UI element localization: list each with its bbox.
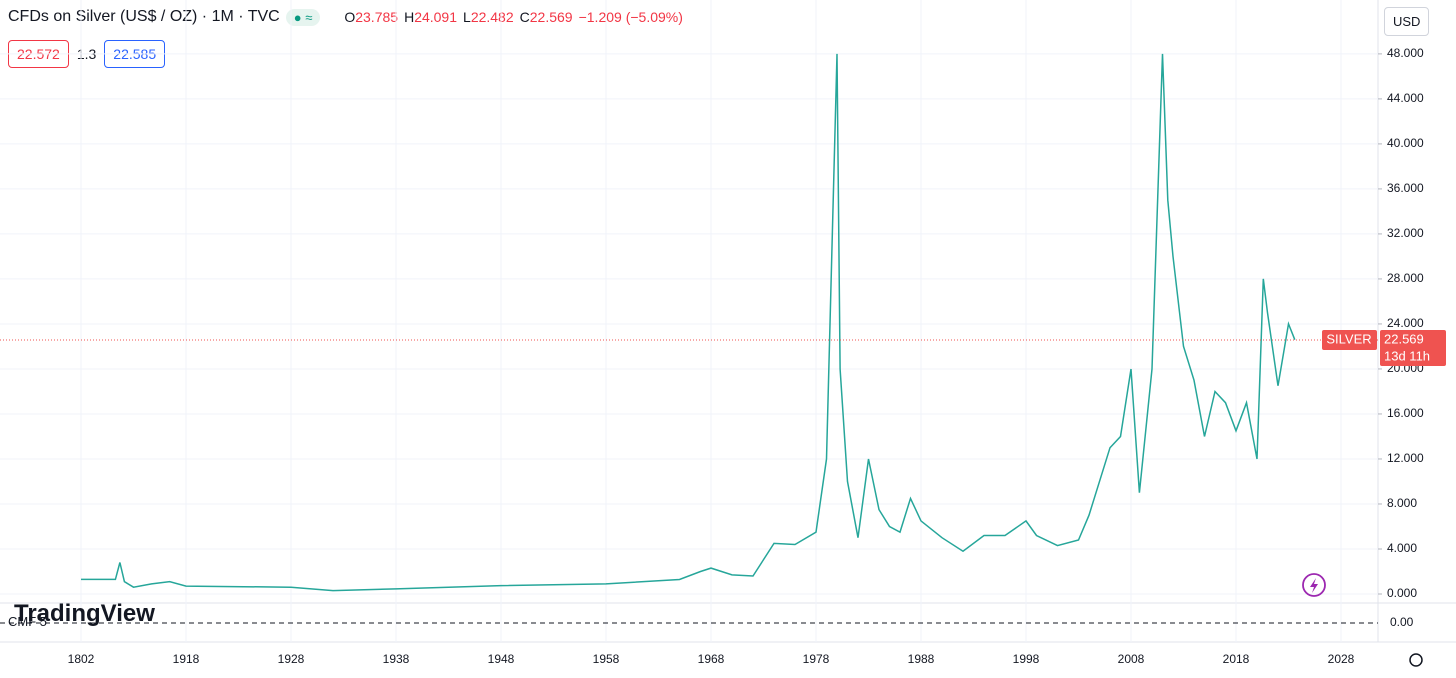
y-tick-label: 28.000	[1387, 271, 1424, 285]
value: 24.091	[414, 9, 458, 25]
y-tick-label: 4.000	[1387, 541, 1417, 555]
symbol-title[interactable]: CFDs on Silver (US$ / OZ) · 1M · TVC	[8, 8, 280, 25]
x-tick-label: 1978	[803, 652, 830, 666]
ohlc: O23.785 H24.091 L22.482 C22.569 −1.209 (…	[344, 9, 683, 25]
label: C	[519, 9, 530, 25]
change: −1.209 (−5.09%)	[578, 9, 683, 25]
x-tick-label: 1948	[488, 652, 515, 666]
x-tick-label: 1928	[278, 652, 305, 666]
currency-button[interactable]: USD	[1384, 7, 1430, 36]
price-tag-value: 22.569	[1384, 331, 1424, 346]
status[interactable]: ● ≈	[285, 8, 321, 26]
bolt	[1310, 578, 1318, 593]
y-tick-label: 24.000	[1387, 316, 1424, 330]
y-tick-label: 12.000	[1387, 451, 1424, 465]
x-tick-label: 2008	[1118, 652, 1145, 666]
y-tick-label: 32.000	[1387, 226, 1424, 240]
label: O	[344, 9, 356, 25]
ohlc-high: H24.091	[404, 9, 457, 25]
value: 23.785	[355, 9, 399, 25]
y-tick-label: 40.000	[1387, 136, 1424, 150]
value: 22.569	[529, 9, 573, 25]
x-tick-label: 2018	[1223, 652, 1250, 666]
price-line	[81, 53, 1296, 592]
alert-icon[interactable]	[1302, 573, 1326, 597]
ohlc-open: O23.785	[344, 9, 398, 25]
x-tick-label: 1802	[68, 652, 95, 666]
label: H	[404, 9, 415, 25]
x-tick-label: 1988	[908, 652, 935, 666]
indicator-tick-label: 0.00	[1390, 615, 1414, 629]
settings-icon[interactable]	[1409, 653, 1423, 667]
logo[interactable]: TradingView	[14, 600, 155, 627]
header: CFDs on Silver (US$ / OZ) · 1M · TVC ● ≈…	[8, 8, 683, 26]
x-tick-label: 1998	[1013, 652, 1040, 666]
series-name: SILVER	[1326, 331, 1371, 346]
countdown: 13d 11h	[1384, 348, 1430, 363]
x-tick-label: 1918	[173, 652, 200, 666]
y-tick-label: 0.000	[1387, 586, 1417, 600]
value: 22.482	[470, 9, 514, 25]
y-tick-label: 16.000	[1387, 406, 1424, 420]
y-tick-label: 36.000	[1387, 181, 1424, 195]
x-tick-label: 1938	[383, 652, 410, 666]
y-tick-label: 8.000	[1387, 496, 1417, 510]
label: L	[463, 9, 471, 25]
y-tick-label: 44.000	[1387, 91, 1424, 105]
x-tick-label: 1958	[593, 652, 620, 666]
series-tag	[1322, 330, 1377, 351]
x-tick-label: 1968	[698, 652, 725, 666]
x-tick-label: 2028	[1328, 652, 1355, 666]
ohlc-low: L22.482	[463, 9, 514, 25]
indicator-label[interactable]: CMF 5	[8, 614, 47, 629]
y-tick-label: 48.000	[1387, 46, 1424, 60]
ohlc-close: C22.569	[520, 9, 573, 25]
price-tag	[1380, 330, 1446, 367]
